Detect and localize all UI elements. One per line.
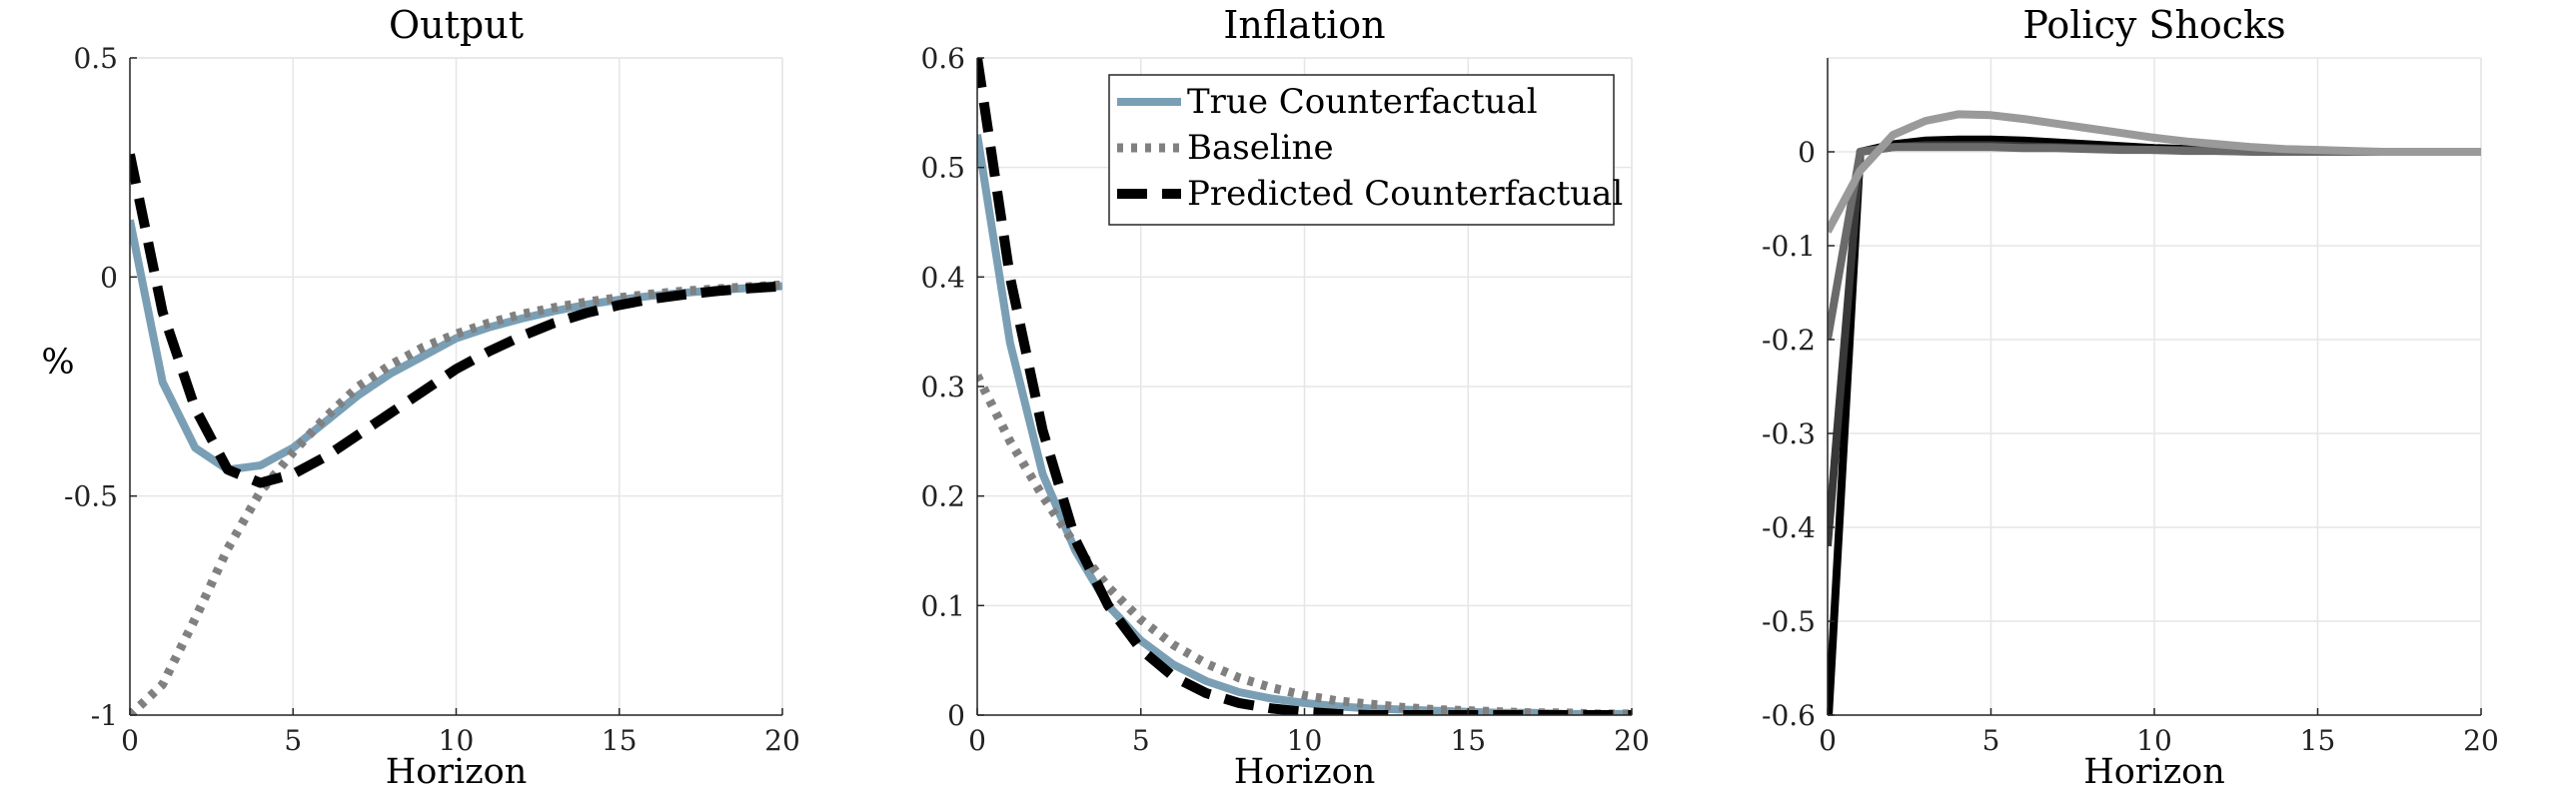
- inflation-ytick-label: 0.1: [920, 589, 965, 622]
- output-xtick-label: 0: [121, 724, 139, 757]
- inflation-ytick-label: 0.4: [920, 261, 965, 294]
- inflation-ytick-label: 0: [947, 699, 965, 732]
- output-series-predicted_cf: [130, 153, 782, 488]
- legend-label-true_cf: True Counterfactual: [1187, 82, 1538, 122]
- policy-shocks-xtick-label: 20: [2463, 724, 2499, 757]
- policy-shocks-ytick-label: -0.6: [1762, 699, 1816, 732]
- output-title: Output: [389, 3, 524, 47]
- inflation-title: Inflation: [1223, 3, 1385, 47]
- inflation-xtick-label: 20: [1614, 724, 1650, 757]
- output-xtick-label: 5: [284, 724, 302, 757]
- inflation-ytick-label: 0.6: [920, 42, 965, 75]
- output-ytick-label: 0.5: [73, 42, 118, 75]
- output-series-group: [130, 153, 782, 715]
- output-ytick-label: -1: [91, 699, 118, 732]
- policy-shocks-xtick-label: 15: [2300, 724, 2336, 757]
- policy-shocks-ytick-label: -0.4: [1762, 511, 1816, 544]
- policy-shocks-series-group: [1828, 110, 2481, 715]
- policy-shocks-series-shock_4: [1828, 110, 2481, 234]
- output-xtick-label: 10: [439, 724, 475, 757]
- output-xlabel: Horizon: [386, 752, 528, 792]
- policy-shocks-xtick-label: 0: [1819, 724, 1837, 757]
- policy-shocks-ytick-label: 0: [1798, 136, 1816, 169]
- inflation-legend: True Counterfactual Baseline Predicted Cou…: [1108, 74, 1623, 226]
- policy-shocks-ytick-label: -0.1: [1762, 230, 1816, 263]
- policy-shocks-ytick-label: -0.3: [1762, 417, 1816, 450]
- chart-policy-shocks: 0 5 10 15 20 -0.6 -0.5 -0.4 -0.3 -0.2 -0.1 0 Policy …: [1762, 3, 2499, 792]
- legend-box: [1108, 74, 1615, 226]
- output-ytick-label: 0: [100, 261, 118, 294]
- output-ytick-label: -0.5: [64, 480, 118, 513]
- output-ylabel: %: [41, 343, 74, 383]
- inflation-xtick-label: 15: [1450, 724, 1486, 757]
- policy-shocks-title: Policy Shocks: [2022, 3, 2285, 47]
- inflation-xlabel: Horizon: [1234, 752, 1376, 792]
- inflation-series-group: [977, 58, 1632, 715]
- inflation-ytick-label: 0.3: [920, 371, 965, 403]
- inflation-ytick-label: 0.2: [920, 480, 965, 513]
- policy-shocks-ytick-label: -0.5: [1762, 605, 1816, 638]
- policy-shocks-ytick-label: -0.2: [1762, 324, 1816, 357]
- inflation-xtick-label: 5: [1132, 724, 1150, 757]
- chart-output: 0 5 10 15 20 -1 -0.5 0 0.5 Output Horizon%: [41, 3, 799, 792]
- inflation-series-predicted_cf: [977, 58, 1632, 715]
- legend-label-baseline: Baseline: [1187, 128, 1334, 168]
- inflation-ytick-label: 0.5: [920, 152, 965, 185]
- chart-inflation: 0 5 10 15 20 0 0.1 0.2 0.3 0.4 0.5 0.6 Inflation Hori…: [920, 3, 1649, 792]
- legend-label-predicted_cf: Predicted Counterfactual: [1187, 174, 1623, 214]
- inflation-xtick-label: 10: [1287, 724, 1323, 757]
- policy-shocks-xtick-label: 10: [2136, 724, 2172, 757]
- inflation-xtick-label: 0: [968, 724, 986, 757]
- policy-shocks-xtick-label: 5: [1982, 724, 2000, 757]
- output-xtick-label: 20: [764, 724, 800, 757]
- output-xtick-label: 15: [602, 724, 638, 757]
- policy-shocks-xlabel: Horizon: [2083, 752, 2225, 792]
